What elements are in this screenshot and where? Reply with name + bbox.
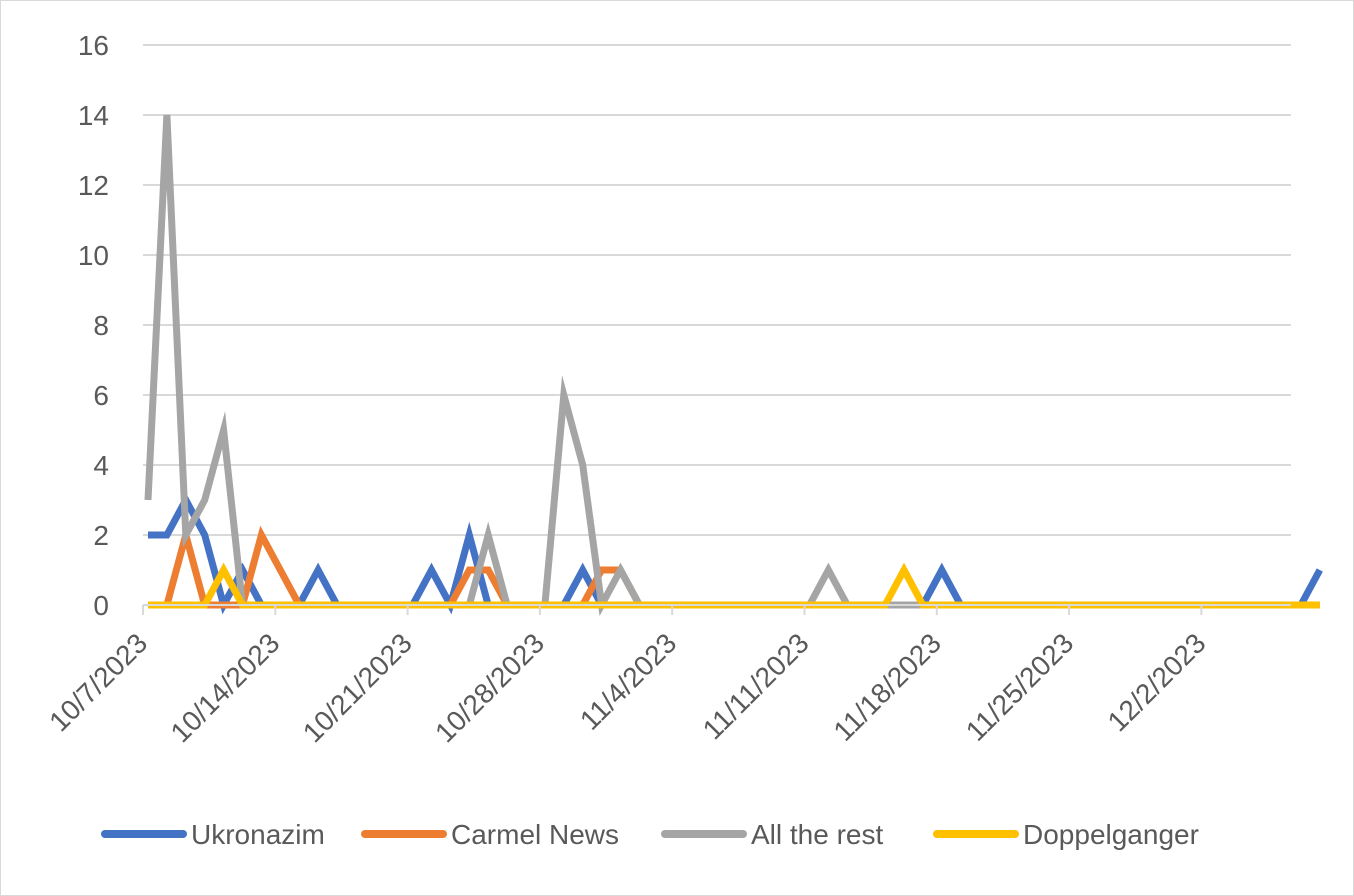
legend: Ukronazim Carmel News All the rest Doppelga… bbox=[101, 819, 1199, 850]
y-tick-label: 12 bbox=[78, 170, 109, 201]
legend-label: Ukronazim bbox=[191, 819, 325, 850]
series-line-carmel-news bbox=[148, 521, 1320, 609]
y-tick-label: 0 bbox=[93, 590, 109, 621]
y-tick-label: 4 bbox=[93, 450, 109, 481]
x-tick-label: 11/11/2023 bbox=[697, 627, 815, 745]
y-tick-label: 10 bbox=[78, 240, 109, 271]
series-line-all-the-rest bbox=[144, 114, 1320, 617]
y-axis-ticks: 0 2 4 6 8 10 12 14 16 bbox=[78, 30, 109, 621]
legend-label: Carmel News bbox=[451, 819, 619, 850]
x-tick-label: 11/18/2023 bbox=[827, 627, 947, 747]
y-tick-label: 16 bbox=[78, 30, 109, 61]
y-tick-label: 14 bbox=[78, 100, 109, 131]
y-tick-label: 6 bbox=[93, 380, 109, 411]
x-tick-label: 10/7/2023 bbox=[43, 627, 153, 737]
series-line-ukronazim bbox=[148, 492, 1323, 615]
legend-label: Doppelganger bbox=[1023, 819, 1199, 850]
gridlines bbox=[143, 44, 1291, 606]
x-tick-label: 11/4/2023 bbox=[574, 627, 683, 736]
legend-label: All the rest bbox=[751, 819, 883, 850]
x-tick-label: 10/21/2023 bbox=[297, 627, 418, 748]
series-lines bbox=[144, 114, 1323, 617]
x-tick-label: 12/2/2023 bbox=[1102, 627, 1212, 737]
x-tick-label: 10/14/2023 bbox=[165, 627, 286, 748]
y-tick-label: 2 bbox=[93, 520, 109, 551]
y-tick-label: 8 bbox=[93, 310, 109, 341]
x-tick-label: 11/25/2023 bbox=[960, 627, 1080, 747]
x-axis-ticks: 10/7/2023 10/14/2023 10/21/2023 10/28/2023 1… bbox=[43, 605, 1212, 748]
x-tick-label: 10/28/2023 bbox=[429, 627, 550, 748]
